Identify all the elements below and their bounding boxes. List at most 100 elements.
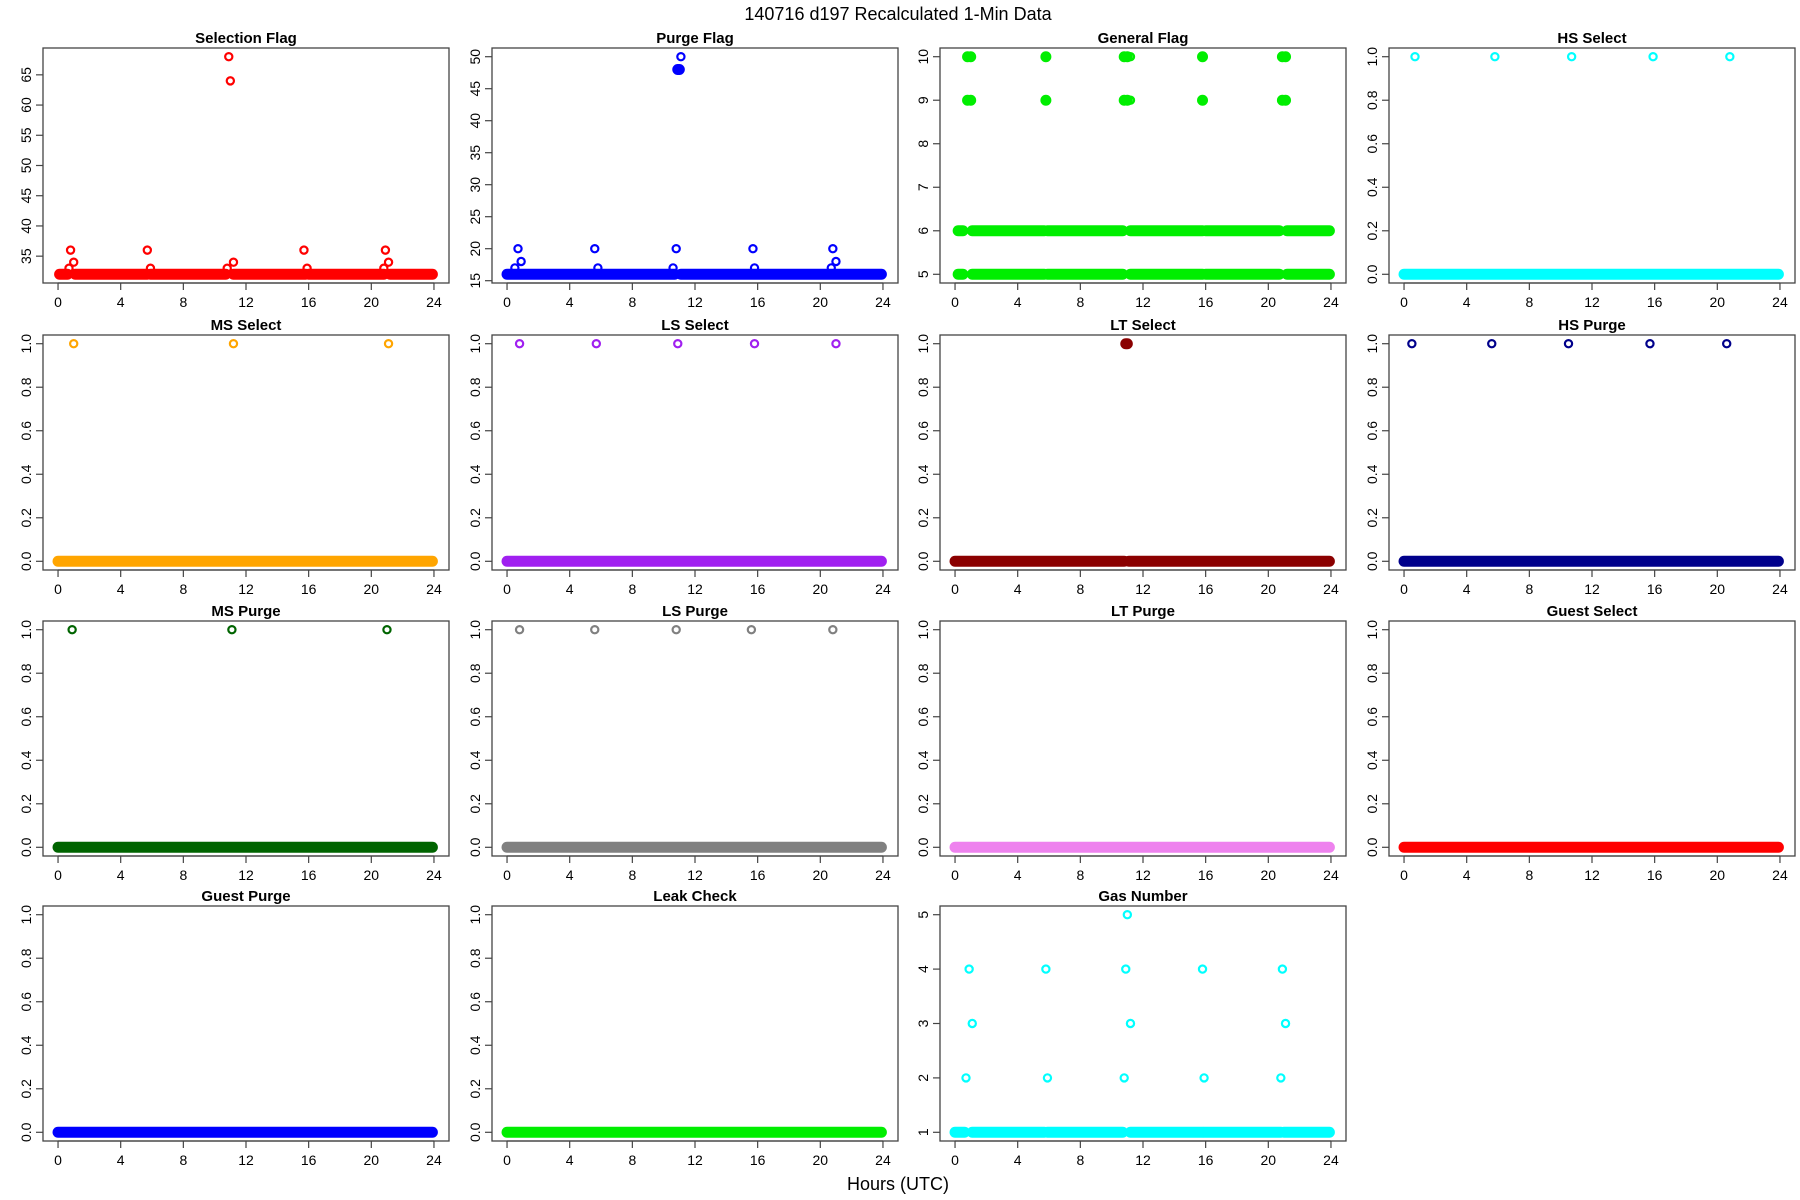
- data-point: [749, 339, 760, 349]
- y-tick-label: 45: [467, 81, 483, 97]
- y-tick-label: 1.0: [467, 905, 483, 925]
- y-tick-label: 0.2: [1364, 221, 1380, 241]
- y-tick-label: 5: [915, 270, 931, 278]
- x-tick-label: 8: [179, 581, 187, 597]
- x-tick-label: 4: [1014, 294, 1022, 310]
- y-tick-label: 1.0: [1364, 47, 1380, 67]
- y-tick-label: 0.8: [18, 663, 34, 683]
- panel-title: HS Select: [1557, 30, 1626, 47]
- y-tick-label: 20: [467, 241, 483, 257]
- y-tick-label: 0.8: [1364, 663, 1380, 683]
- x-tick-label: 4: [117, 294, 125, 310]
- data-point: [1410, 52, 1420, 62]
- y-tick-label: 0.6: [915, 707, 931, 727]
- x-tick-label: 16: [301, 1152, 317, 1168]
- x-tick-label: 24: [426, 581, 442, 597]
- data-point: [1280, 51, 1292, 63]
- plot-frame: [939, 334, 1347, 571]
- x-tick-label: 8: [1525, 294, 1533, 310]
- x-tick-label: 0: [503, 1152, 511, 1168]
- y-tick-label: 30: [467, 177, 483, 193]
- x-axis-label: Hours (UTC): [847, 1174, 949, 1194]
- data-point: [748, 243, 758, 254]
- data-point: [671, 243, 681, 254]
- x-tick-label: 20: [1261, 1152, 1277, 1168]
- data-point: [65, 245, 76, 255]
- y-tick-label: 0.4: [915, 750, 931, 770]
- data-point: [380, 245, 391, 255]
- y-tick-label: 0.6: [467, 992, 483, 1012]
- y-tick-label: 0.2: [18, 1079, 34, 1099]
- data-point: [1040, 51, 1052, 63]
- y-tick-label: 0.4: [1364, 750, 1380, 770]
- plot-frame: [1388, 47, 1796, 284]
- x-tick-label: 8: [1076, 1152, 1084, 1168]
- y-tick-label: 0.8: [1364, 377, 1380, 397]
- x-tick-label: 24: [1772, 581, 1788, 597]
- y-tick-label: 0.2: [915, 794, 931, 814]
- data-point: [1407, 339, 1417, 349]
- y-tick-label: 55: [18, 127, 34, 143]
- x-tick-label: 20: [1710, 867, 1726, 883]
- panel-title: Selection Flag: [195, 30, 297, 47]
- y-tick-label: 0.4: [18, 750, 34, 770]
- data-point: [1121, 338, 1133, 350]
- panel-purge-flag: Purge Flag 0 4 8 12 16 20 24 15 20 25 30 35 40 45 50: [467, 30, 899, 310]
- y-tick-label: 50: [18, 158, 34, 174]
- y-tick-label: 0.0: [467, 1122, 483, 1142]
- data-point: [1722, 339, 1732, 349]
- x-tick-label: 12: [1135, 867, 1151, 883]
- data-point: [228, 339, 239, 349]
- data-point: [1040, 94, 1052, 106]
- data-point: [1199, 1073, 1209, 1083]
- y-tick-label: 0.4: [467, 1035, 483, 1055]
- y-tick-label: 1.0: [18, 334, 34, 354]
- panel-ls-select: LS Select 0 4 8 12 16 20 24 0.0 0.2 0.4 0.6 0.8 1.0: [467, 317, 899, 597]
- x-tick-label: 16: [301, 867, 317, 883]
- x-tick-label: 12: [1584, 867, 1600, 883]
- data-point: [964, 964, 974, 974]
- x-tick-label: 0: [1400, 581, 1408, 597]
- x-tick-label: 0: [951, 867, 959, 883]
- y-tick-label: 1.0: [18, 620, 34, 640]
- x-tick-label: 12: [687, 1152, 703, 1168]
- x-tick-label: 4: [566, 294, 574, 310]
- x-tick-label: 24: [1772, 294, 1788, 310]
- x-tick-label: 0: [1400, 867, 1408, 883]
- x-tick-label: 16: [301, 294, 317, 310]
- x-tick-label: 4: [1014, 1152, 1022, 1168]
- y-tick-label: 0.0: [915, 551, 931, 571]
- x-tick-label: 8: [1525, 867, 1533, 883]
- data-point: [1725, 52, 1735, 62]
- panel-guest-purge: Guest Purge 0 4 8 12 16 20 24 0.0 0.2 0.4 0.6 0.8 1.0: [18, 888, 450, 1168]
- x-tick-label: 12: [687, 867, 703, 883]
- y-tick-label: 3: [915, 1019, 931, 1027]
- y-tick-label: 0.2: [915, 508, 931, 528]
- y-tick-label: 0.0: [18, 551, 34, 571]
- data-point: [510, 263, 520, 273]
- data-point: [145, 263, 156, 273]
- data-point: [1563, 339, 1574, 349]
- y-tick-label: 45: [18, 188, 34, 204]
- y-tick-label: 1.0: [915, 334, 931, 354]
- y-tick-label: 0.2: [467, 794, 483, 814]
- plot-frame: [42, 620, 450, 857]
- plot-frame: [491, 905, 899, 1142]
- y-tick-label: 0.6: [18, 707, 34, 727]
- y-tick-label: 0.6: [18, 421, 34, 441]
- panel-title: LS Select: [661, 317, 729, 334]
- data-point: [69, 339, 79, 349]
- y-tick-label: 0.4: [467, 464, 483, 484]
- data-point: [965, 94, 977, 106]
- y-tick-label: 1.0: [1364, 334, 1380, 354]
- data-point: [826, 263, 836, 273]
- y-tick-label: 0.2: [18, 508, 34, 528]
- x-tick-label: 0: [503, 867, 511, 883]
- data-point: [1280, 1018, 1291, 1029]
- panel-title: General Flag: [1098, 30, 1189, 47]
- panel-title: Guest Select: [1547, 603, 1638, 620]
- data-point: [383, 339, 394, 349]
- panel-general-flag: General Flag 0 4 8 12 16 20 24 5 6 7 8 9 10: [915, 30, 1347, 310]
- y-tick-label: 0.6: [1364, 707, 1380, 727]
